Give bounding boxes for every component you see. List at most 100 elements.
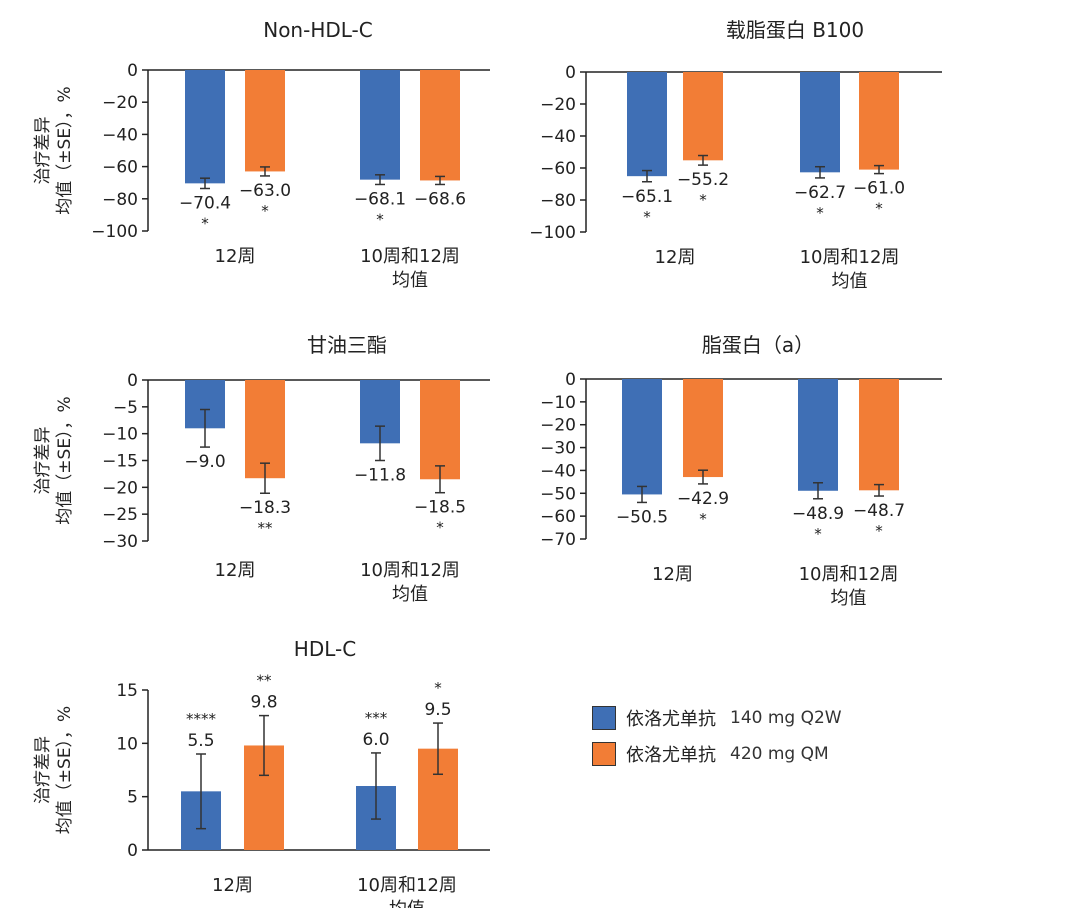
y-tick-label: −40 — [540, 461, 576, 481]
legend-name: 依洛尤单抗 — [626, 709, 716, 730]
legend-dose: 420 mg QM — [730, 744, 829, 764]
y-tick-label: −20 — [102, 93, 138, 113]
data-label: −70.4 — [179, 193, 231, 213]
legend-name: 依洛尤单抗 — [626, 745, 716, 766]
y-tick-label: −20 — [102, 478, 138, 498]
data-label: −65.1 — [621, 187, 673, 207]
y-tick-label: −20 — [540, 95, 576, 115]
significance-marker: * — [699, 191, 707, 209]
bar-420mg — [859, 379, 899, 491]
data-label: 9.8 — [250, 693, 277, 713]
data-label: −50.5 — [616, 507, 668, 527]
significance-marker: * — [816, 204, 824, 222]
y-tick-label: −60 — [540, 159, 576, 179]
bar-420mg — [683, 72, 723, 161]
bar-140mg — [800, 72, 840, 173]
y-tick-label: −100 — [91, 222, 138, 242]
y-tick-label: −40 — [540, 127, 576, 147]
y-axis-label: 治疗差异 — [33, 427, 53, 495]
category-label: 10周和12周 — [360, 560, 460, 581]
category-label: 均值 — [392, 270, 428, 291]
legend-item-420mg: 依洛尤单抗 420 mg QM — [592, 736, 842, 772]
category-label: 12周 — [652, 564, 693, 585]
y-tick-label: 0 — [127, 841, 138, 861]
data-label: −18.3 — [239, 498, 291, 518]
data-label: −42.9 — [677, 489, 729, 509]
data-label: −68.1 — [354, 189, 406, 209]
significance-marker: * — [261, 202, 269, 220]
data-label: −55.2 — [677, 170, 729, 190]
category-label: 均值 — [832, 271, 868, 292]
bar-420mg — [245, 380, 285, 479]
bar-140mg — [798, 379, 838, 491]
y-tick-label: 0 — [565, 63, 576, 83]
y-tick-label: −50 — [540, 484, 576, 504]
category-label: 10周和12周 — [799, 564, 899, 585]
y-axis-label: 治疗差异 — [33, 736, 53, 804]
chart-title: HDL-C — [294, 637, 356, 661]
chart-title: 脂蛋白（a） — [702, 333, 814, 357]
chart-title: Non-HDL-C — [263, 18, 373, 42]
significance-marker: * — [434, 679, 442, 697]
chart-title: 载脂蛋白 B100 — [726, 18, 864, 42]
significance-marker: * — [699, 510, 707, 528]
bar-420mg — [420, 380, 460, 480]
legend-swatch-orange — [592, 742, 616, 766]
bar-420mg — [859, 72, 899, 170]
y-tick-label: 15 — [116, 681, 138, 701]
bar-420mg — [683, 379, 723, 478]
data-label: −63.0 — [239, 181, 291, 201]
y-tick-label: −70 — [540, 530, 576, 550]
significance-marker: * — [643, 208, 651, 226]
data-label: −62.7 — [794, 183, 846, 203]
significance-marker: ** — [258, 519, 274, 537]
category-label: 10周和12周 — [800, 247, 900, 268]
y-tick-label: −10 — [540, 393, 576, 413]
data-label: 5.5 — [187, 731, 214, 751]
legend-item-140mg: 依洛尤单抗 140 mg Q2W — [592, 700, 842, 736]
category-label: 均值 — [831, 588, 867, 609]
data-label: −48.7 — [853, 501, 905, 521]
y-axis-label: 均值（±SE），% — [55, 706, 75, 834]
category-label: 12周 — [655, 247, 696, 268]
y-tick-label: 0 — [127, 61, 138, 81]
y-tick-label: −10 — [102, 425, 138, 445]
category-label: 均值 — [389, 899, 425, 908]
legend-dose: 140 mg Q2W — [730, 708, 842, 728]
y-tick-label: −15 — [102, 452, 138, 472]
y-tick-label: −60 — [540, 507, 576, 527]
y-tick-label: −30 — [540, 439, 576, 459]
y-tick-label: −100 — [529, 223, 576, 243]
significance-marker: * — [875, 200, 883, 218]
y-axis-label: 均值（±SE），% — [55, 86, 75, 214]
bar-140mg — [360, 70, 400, 180]
data-label: −9.0 — [184, 452, 225, 472]
significance-marker: ** — [257, 672, 273, 690]
legend: 依洛尤单抗 140 mg Q2W 依洛尤单抗 420 mg QM — [592, 700, 842, 772]
category-label: 12周 — [215, 560, 256, 581]
chart-title: 甘油三酯 — [307, 333, 387, 357]
significance-marker: * — [376, 210, 384, 228]
significance-marker: * — [875, 522, 883, 540]
category-label: 12周 — [212, 875, 253, 896]
category-label: 12周 — [215, 246, 256, 267]
y-axis-label: 均值（±SE），% — [55, 396, 75, 524]
category-label: 10周和12周 — [360, 246, 460, 267]
data-label: −68.6 — [414, 189, 466, 209]
y-tick-label: 10 — [116, 734, 138, 754]
bar-140mg — [185, 70, 225, 184]
y-tick-label: −30 — [102, 532, 138, 552]
y-tick-label: −60 — [102, 158, 138, 178]
significance-marker: *** — [365, 709, 388, 727]
y-axis-label: 治疗差异 — [33, 117, 53, 185]
y-tick-label: −25 — [102, 505, 138, 525]
significance-marker: * — [436, 519, 444, 537]
category-label: 10周和12周 — [357, 875, 457, 896]
data-label: −11.8 — [354, 466, 406, 486]
data-label: 6.0 — [362, 730, 389, 750]
significance-marker: **** — [186, 710, 217, 728]
y-tick-label: −40 — [102, 125, 138, 145]
data-label: −18.5 — [414, 498, 466, 518]
bar-140mg — [627, 72, 667, 177]
